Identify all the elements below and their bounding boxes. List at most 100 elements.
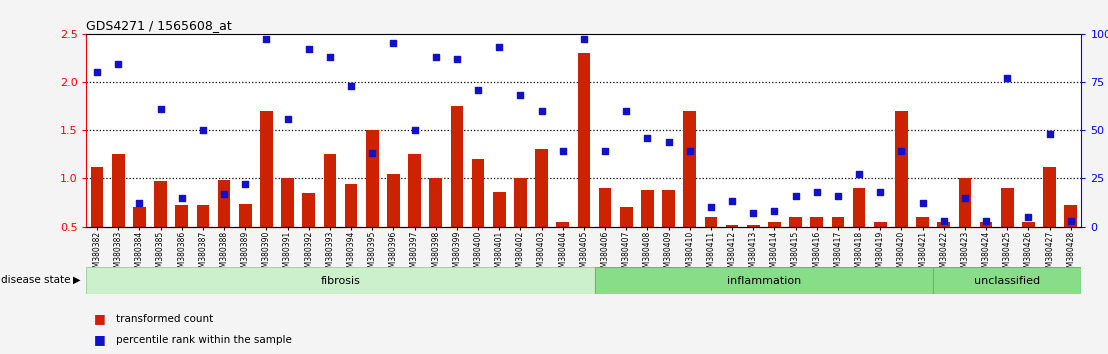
Bar — [112, 154, 124, 227]
Point — [279, 116, 297, 121]
Bar — [281, 178, 294, 227]
Text: GDS4271 / 1565608_at: GDS4271 / 1565608_at — [86, 19, 233, 33]
Text: ■: ■ — [94, 333, 106, 346]
Point — [998, 75, 1016, 81]
Bar — [493, 192, 505, 227]
Point — [533, 108, 551, 114]
Point — [850, 172, 868, 177]
Bar — [324, 154, 336, 227]
Bar — [598, 188, 612, 227]
Bar — [726, 225, 738, 227]
Bar — [1044, 167, 1056, 227]
Bar — [535, 149, 548, 227]
Bar — [556, 222, 570, 227]
Point — [321, 54, 339, 59]
Bar — [663, 190, 675, 227]
Point — [871, 189, 889, 195]
Bar — [472, 159, 484, 227]
Bar — [979, 222, 993, 227]
Text: fibrosis: fibrosis — [320, 275, 360, 286]
Point — [152, 106, 170, 112]
Point — [363, 150, 381, 156]
Point — [1040, 131, 1058, 137]
Bar — [933, 267, 1081, 294]
Bar — [345, 184, 358, 227]
Point — [110, 62, 127, 67]
Bar — [958, 178, 972, 227]
Point — [554, 148, 572, 154]
Point — [173, 195, 191, 200]
Point — [384, 40, 402, 46]
Bar — [1001, 188, 1014, 227]
Point — [617, 108, 635, 114]
Bar — [451, 106, 463, 227]
Bar — [86, 267, 595, 294]
Bar — [810, 217, 823, 227]
Point — [1019, 214, 1037, 220]
Text: inflammation: inflammation — [727, 275, 801, 286]
Text: transformed count: transformed count — [116, 314, 214, 324]
Text: disease state: disease state — [1, 275, 71, 285]
Point — [236, 181, 254, 187]
Bar — [196, 205, 209, 227]
Point — [702, 204, 720, 210]
Bar — [747, 225, 760, 227]
Point — [659, 139, 677, 144]
Bar — [408, 154, 421, 227]
Bar — [302, 193, 315, 227]
Point — [342, 83, 360, 88]
Point — [257, 36, 275, 42]
Bar — [937, 222, 951, 227]
Bar — [175, 205, 188, 227]
Bar — [154, 181, 167, 227]
Point — [893, 148, 911, 154]
Point — [491, 44, 509, 50]
Bar — [239, 204, 252, 227]
Bar — [832, 217, 844, 227]
Bar — [619, 207, 633, 227]
Bar — [595, 267, 933, 294]
Point — [89, 69, 106, 75]
Point — [914, 201, 932, 206]
Point — [1061, 218, 1079, 224]
Point — [829, 193, 847, 199]
Bar — [895, 111, 907, 227]
Point — [215, 191, 233, 196]
Bar — [366, 130, 379, 227]
Bar — [1065, 205, 1077, 227]
Point — [194, 127, 212, 133]
Text: percentile rank within the sample: percentile rank within the sample — [116, 335, 293, 345]
Bar — [514, 178, 526, 227]
Point — [406, 127, 423, 133]
Bar — [91, 167, 103, 227]
Bar — [916, 217, 929, 227]
Point — [745, 210, 762, 216]
Text: ■: ■ — [94, 312, 106, 325]
Bar — [260, 111, 273, 227]
Point — [427, 54, 444, 59]
Bar — [874, 222, 886, 227]
Point — [469, 87, 486, 92]
Point — [787, 193, 804, 199]
Point — [638, 135, 656, 141]
Point — [512, 92, 530, 98]
Point — [935, 218, 953, 224]
Point — [766, 208, 783, 214]
Point — [681, 148, 699, 154]
Bar — [789, 217, 802, 227]
Point — [808, 189, 825, 195]
Bar — [387, 173, 400, 227]
Point — [448, 56, 465, 62]
Point — [300, 46, 318, 52]
Bar — [853, 188, 865, 227]
Point — [956, 195, 974, 200]
Bar — [684, 111, 696, 227]
Point — [724, 199, 741, 204]
Bar — [642, 190, 654, 227]
Bar — [577, 53, 591, 227]
Point — [131, 201, 148, 206]
Bar — [430, 178, 442, 227]
Bar — [217, 180, 230, 227]
Bar — [133, 207, 145, 227]
Point — [596, 148, 614, 154]
